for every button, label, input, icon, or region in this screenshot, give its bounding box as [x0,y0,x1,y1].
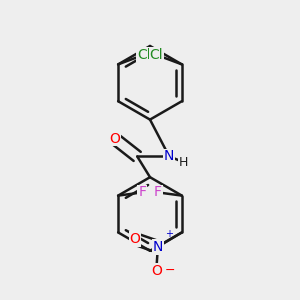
Text: N: N [164,149,174,164]
Text: O: O [129,232,140,246]
Text: N: N [153,240,163,254]
Text: Cl: Cl [137,48,151,62]
Text: Cl: Cl [149,48,163,62]
Text: O: O [151,264,162,278]
Text: −: − [164,264,175,277]
Text: H: H [179,156,188,169]
Text: F: F [138,185,146,200]
Text: F: F [154,185,162,200]
Text: O: O [110,132,120,146]
Text: +: + [165,229,173,239]
